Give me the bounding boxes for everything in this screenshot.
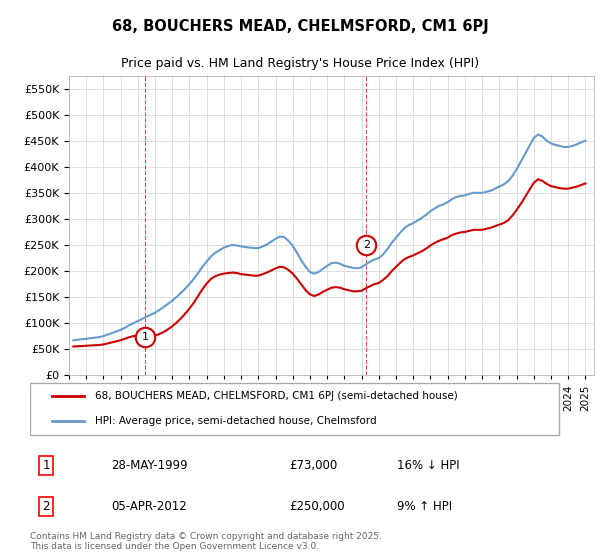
Text: £250,000: £250,000 [289,500,345,512]
Text: 28-MAY-1999: 28-MAY-1999 [111,459,188,472]
Text: Price paid vs. HM Land Registry's House Price Index (HPI): Price paid vs. HM Land Registry's House … [121,57,479,69]
Text: 68, BOUCHERS MEAD, CHELMSFORD, CM1 6PJ (semi-detached house): 68, BOUCHERS MEAD, CHELMSFORD, CM1 6PJ (… [95,391,458,402]
Text: Contains HM Land Registry data © Crown copyright and database right 2025.
This d: Contains HM Land Registry data © Crown c… [30,532,382,552]
Text: 2: 2 [363,240,370,250]
Text: 05-APR-2012: 05-APR-2012 [111,500,187,512]
FancyBboxPatch shape [30,383,559,435]
Text: 1: 1 [43,459,50,472]
Text: £73,000: £73,000 [289,459,337,472]
Text: HPI: Average price, semi-detached house, Chelmsford: HPI: Average price, semi-detached house,… [95,416,376,426]
Text: 9% ↑ HPI: 9% ↑ HPI [397,500,452,512]
Text: 68, BOUCHERS MEAD, CHELMSFORD, CM1 6PJ: 68, BOUCHERS MEAD, CHELMSFORD, CM1 6PJ [112,19,488,34]
Text: 2: 2 [43,500,50,512]
Text: 1: 1 [142,332,149,342]
Text: 16% ↓ HPI: 16% ↓ HPI [397,459,460,472]
